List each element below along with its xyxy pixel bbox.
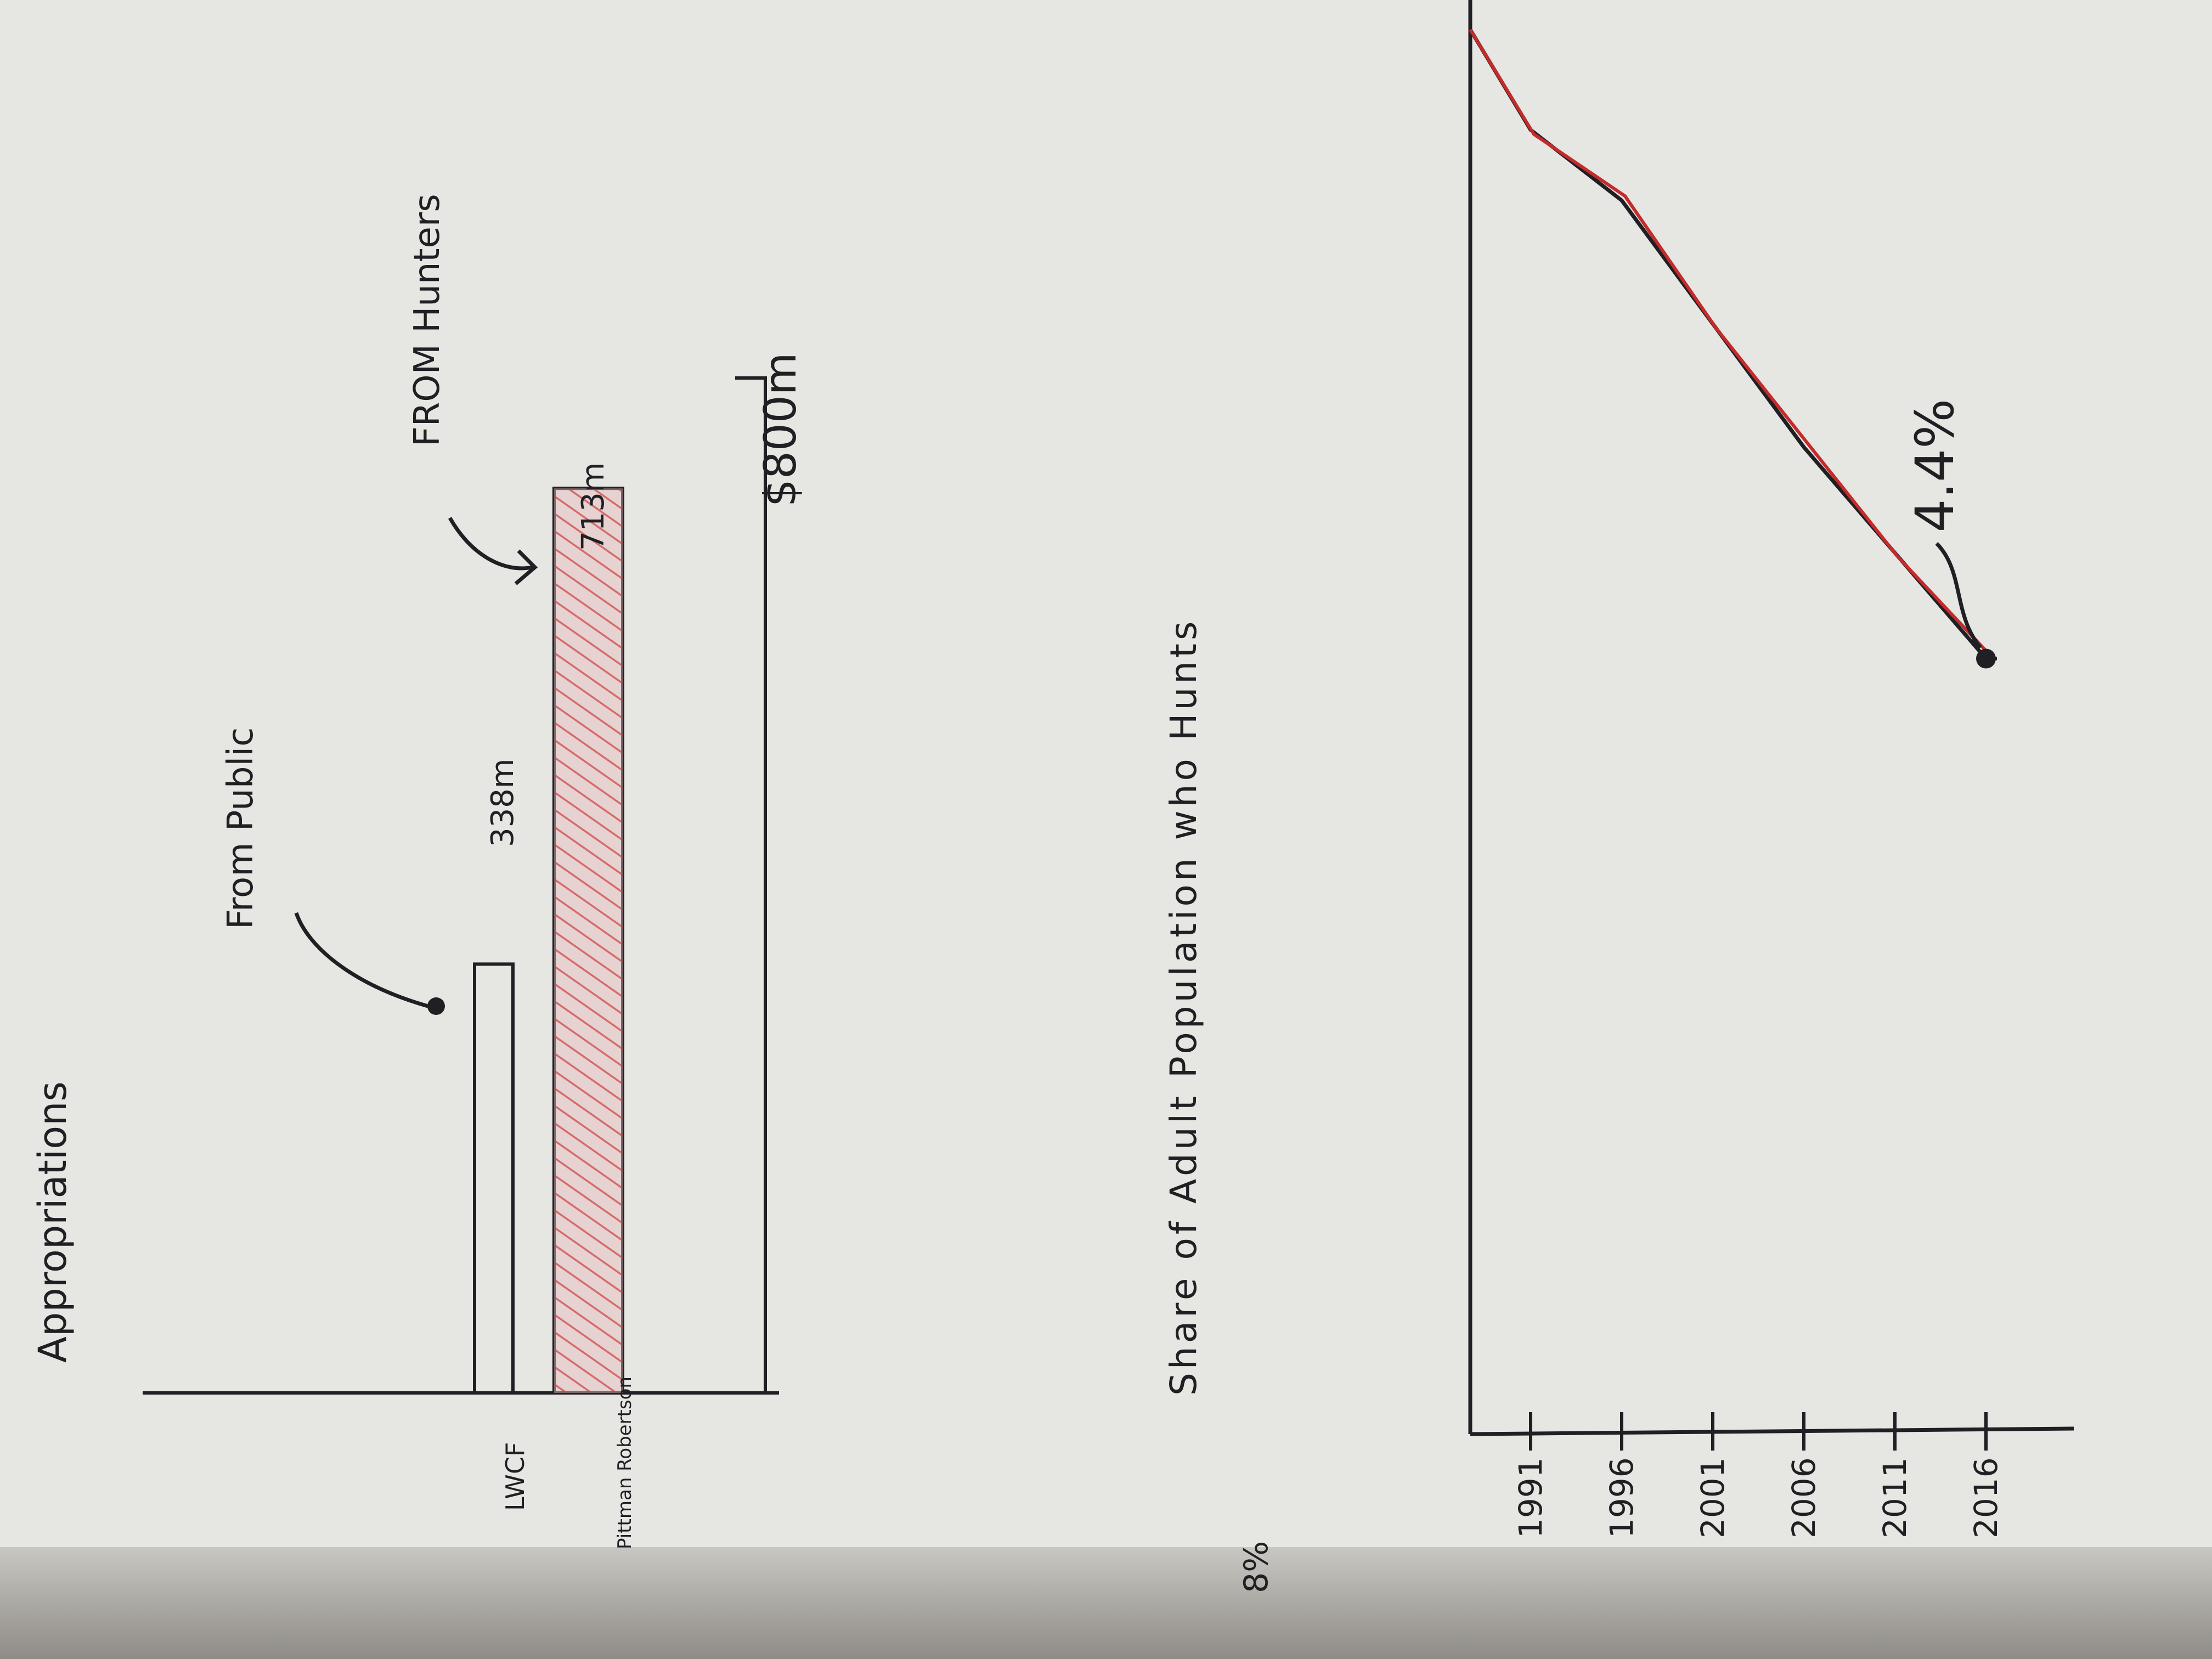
line-series-red (1469, 29, 1991, 656)
hunting-share-line-chart: Share of Adult Population who Hunts 8% 1… (1163, 0, 2074, 1593)
page-shadow-edge (0, 1547, 2212, 1659)
line-chart-x-axis (1470, 1426, 2074, 1436)
bar-chart-title: Appropriations (30, 1081, 75, 1363)
x-tick-label-1991: 1991 (1512, 1457, 1549, 1538)
x-tick-label-2016: 2016 (1967, 1457, 2005, 1538)
bar-reference-label: $800m (755, 352, 806, 507)
bar-pittman-robertson (552, 487, 624, 1395)
annotation-arrow-public-head (427, 997, 445, 1015)
bar-pittman-robertson-tint (554, 488, 623, 1393)
y-tick-label-8: 8% (1237, 1541, 1276, 1593)
bar-value-label-lwcf: 338m (485, 759, 521, 847)
x-tick-label-2006: 2006 (1785, 1457, 1822, 1538)
annotation-from-public: From Public (221, 727, 261, 929)
line-chart-title: Share of Adult Population who Hunts (1163, 618, 1205, 1396)
appropriations-bar-chart: Appropriations LWCF Pittman Robertson 33… (30, 194, 806, 1549)
x-tick-label-2011: 2011 (1876, 1457, 1914, 1538)
x-tick-label-1996: 1996 (1603, 1457, 1640, 1538)
callout-label: 4.4% (1904, 399, 1966, 533)
callout-leader (1935, 542, 1982, 649)
annotation-arrow-hunters-head (514, 549, 538, 585)
annotation-from-hunters: FROM Hunters (407, 194, 448, 447)
bar-value-label-pittman-robertson: 713m (575, 462, 611, 551)
bar-lwcf (473, 962, 515, 1395)
bar-label-pittman-robertson: Pittman Robertson (614, 1376, 636, 1549)
bar-label-lwcf: LWCF (500, 1442, 530, 1511)
bar-reference-line (735, 376, 767, 1393)
annotation-arrow-public (294, 912, 428, 1008)
x-tick-label-2001: 2001 (1694, 1457, 1731, 1538)
annotation-arrow-hunters (448, 517, 533, 571)
